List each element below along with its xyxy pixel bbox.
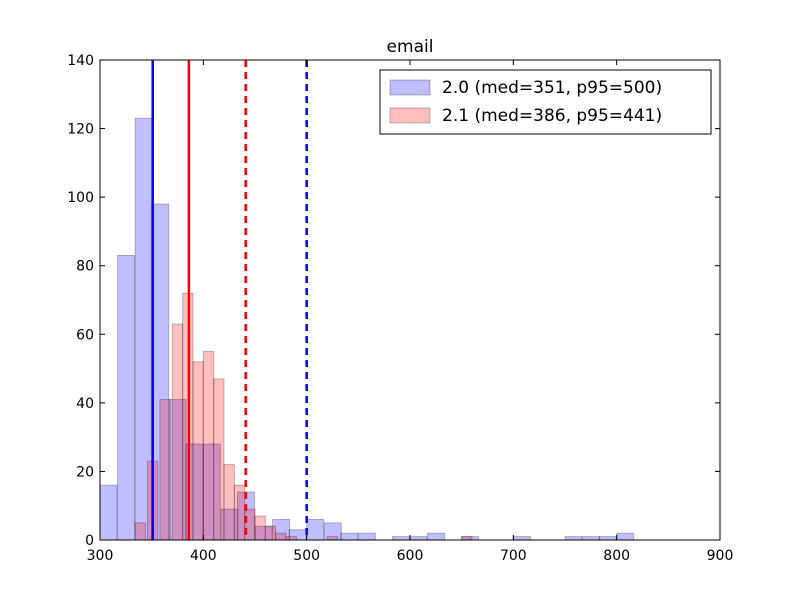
histogram-bar (409, 536, 428, 541)
x-tick-label: 800 (603, 548, 630, 564)
legend-label-2-1: 2.1 (med=386, p95=441) (442, 106, 662, 126)
histogram-bar (134, 522, 146, 541)
histogram-bar (306, 518, 325, 541)
histogram-bar (244, 508, 256, 541)
histogram-bar (171, 323, 184, 541)
x-tick-label: 300 (87, 548, 114, 564)
histogram-bar (192, 361, 204, 541)
reference-lines (151, 60, 308, 540)
x-tick-label: 600 (397, 548, 424, 564)
y-tick-label: 100 (67, 190, 94, 206)
histogram-bar (564, 536, 583, 541)
x-tick-label: 500 (293, 548, 320, 564)
histogram-bar (598, 536, 617, 541)
histogram-bar (254, 515, 266, 541)
histogram-bar (285, 536, 297, 541)
legend: 2.0 (med=351, p95=500) 2.1 (med=386, p95… (379, 69, 712, 135)
histogram-bar (99, 484, 118, 541)
x-tick-label: 400 (190, 548, 217, 564)
histogram-bar (391, 536, 410, 541)
histogram-bar (340, 532, 359, 541)
histogram-bar (461, 536, 473, 541)
histogram-bar (512, 536, 531, 541)
histogram-bar (202, 350, 215, 541)
y-tick-label: 20 (76, 464, 94, 480)
y-tick-label: 140 (67, 53, 94, 69)
x-tick-label: 700 (500, 548, 527, 564)
histogram-bar (223, 464, 235, 541)
histogram-bar (357, 532, 376, 541)
histogram-bar (213, 378, 225, 541)
histogram-bar (616, 532, 635, 541)
x-tick-label: 900 (707, 548, 734, 564)
histogram-bar (233, 484, 246, 541)
y-tick-label: 60 (76, 327, 94, 343)
histogram-bar (326, 536, 339, 541)
histogram-bar (159, 398, 171, 541)
y-tick-label: 40 (76, 396, 94, 412)
legend-label-2-0: 2.0 (med=351, p95=500) (442, 78, 662, 98)
histogram-bar (427, 532, 446, 541)
y-tick-label: 0 (85, 533, 94, 549)
x-axis-ticks: 300 400 500 600 700 800 900 (87, 60, 734, 564)
legend-box (379, 69, 712, 135)
y-axis-ticks: 0 20 40 60 80 100 120 140 (67, 53, 720, 549)
chart-title: email (387, 37, 434, 57)
legend-swatch-2-0 (389, 79, 431, 96)
y-tick-label: 80 (76, 259, 94, 275)
histogram-bar (117, 254, 136, 541)
histogram-bar (275, 532, 287, 541)
legend-swatch-2-1 (389, 107, 431, 124)
histogram-bar (582, 536, 601, 541)
histogram-bar (264, 525, 277, 541)
y-tick-label: 120 (67, 122, 94, 138)
